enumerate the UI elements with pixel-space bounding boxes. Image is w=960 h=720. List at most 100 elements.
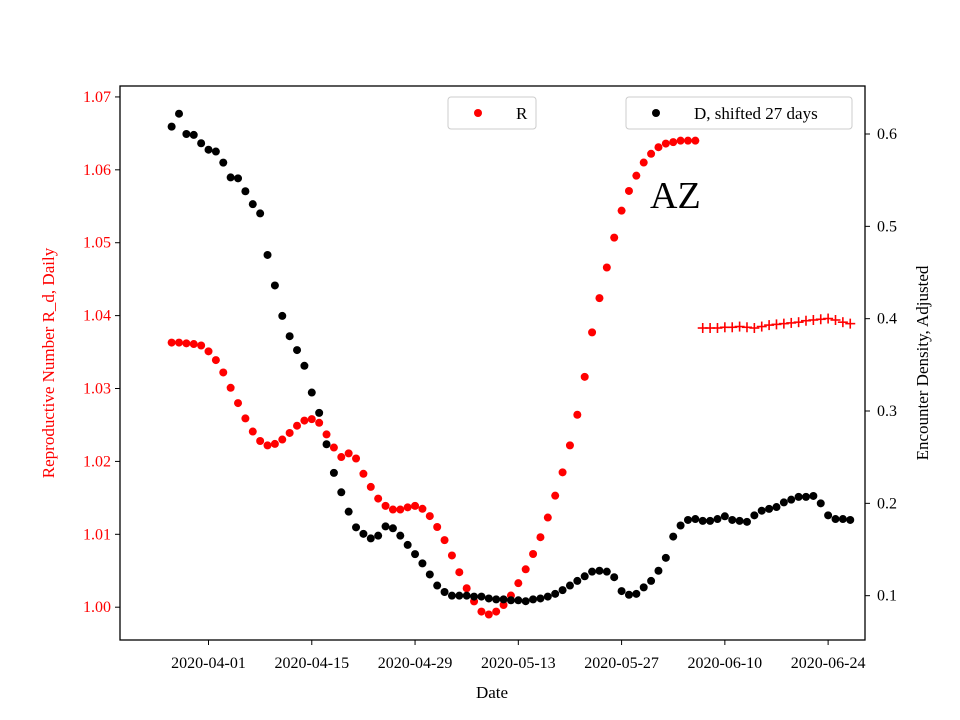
- data-point: [366, 482, 375, 491]
- y-axis-right: 0.1 0.2 0.3 0.4 0.5 0.6: [865, 126, 897, 605]
- data-point: [654, 566, 663, 575]
- data-point: [440, 587, 449, 596]
- data-point: [270, 439, 279, 448]
- series-r-forecast: [697, 313, 856, 334]
- data-point: [388, 505, 397, 514]
- data-point: [639, 158, 648, 167]
- data-point: [278, 311, 287, 320]
- data-point: [447, 591, 456, 600]
- data-point: [248, 427, 257, 436]
- y-left-tick-label: 1.05: [83, 235, 111, 252]
- data-point: [492, 607, 501, 616]
- data-point: [447, 551, 456, 560]
- data-point: [794, 492, 803, 501]
- data-point: [189, 340, 198, 349]
- data-point: [366, 534, 375, 543]
- y-axis-left-label: Reproductive Number R_d, Daily: [39, 247, 58, 478]
- data-point: [661, 553, 670, 562]
- data-point: [772, 503, 781, 512]
- data-point: [204, 347, 213, 356]
- data-point: [322, 440, 331, 449]
- data-point: [477, 592, 486, 601]
- data-point: [757, 506, 766, 515]
- data-point: [440, 536, 449, 545]
- data-point: [728, 515, 737, 524]
- data-point: [706, 516, 715, 525]
- data-point: [831, 515, 840, 524]
- data-point: [167, 122, 176, 131]
- data-point: [573, 576, 582, 585]
- data-point: [425, 512, 434, 521]
- data-point: [182, 130, 191, 139]
- data-point: [580, 572, 589, 581]
- data-point: [182, 339, 191, 348]
- data-point: [329, 468, 338, 477]
- data-point: [514, 579, 523, 588]
- data-point: [595, 566, 604, 575]
- data-point-plus: [830, 314, 841, 325]
- data-point: [529, 549, 538, 558]
- data-point: [477, 607, 486, 616]
- y-right-tick-label: 0.4: [877, 311, 897, 328]
- data-point: [720, 512, 729, 521]
- data-point: [654, 143, 663, 152]
- data-point: [617, 206, 626, 215]
- data-point: [315, 418, 324, 427]
- data-point: [359, 469, 368, 478]
- legend-label: R: [516, 104, 528, 123]
- data-point: [381, 501, 390, 510]
- x-tick-label: 2020-06-10: [688, 655, 763, 672]
- data-point: [580, 372, 589, 381]
- data-point-plus: [837, 317, 848, 328]
- data-point: [588, 328, 597, 337]
- data-point: [558, 586, 567, 595]
- data-point: [735, 516, 744, 525]
- y-axis-left: 1.00 1.01 1.02 1.03 1.04 1.05 1.06 1.07: [83, 89, 120, 616]
- series-layer: [167, 109, 856, 619]
- legend-box: [447, 96, 537, 130]
- data-point: [300, 361, 309, 370]
- data-point: [307, 388, 316, 397]
- data-point: [846, 515, 855, 524]
- data-point: [521, 565, 530, 574]
- data-point: [551, 491, 560, 500]
- data-point: [647, 149, 656, 158]
- data-point: [602, 263, 611, 272]
- data-point: [270, 281, 279, 290]
- y-right-tick-label: 0.1: [877, 588, 897, 605]
- data-point: [573, 410, 582, 419]
- data-point-plus: [756, 321, 767, 332]
- data-point: [484, 610, 493, 619]
- data-point: [256, 209, 265, 218]
- y-left-tick-label: 1.04: [83, 308, 111, 325]
- data-point: [211, 356, 220, 365]
- data-point-plus: [823, 313, 834, 324]
- data-point: [189, 130, 198, 139]
- data-point: [543, 513, 552, 522]
- data-point: [617, 587, 626, 596]
- data-point: [211, 147, 220, 156]
- data-point: [411, 550, 420, 559]
- x-tick-label: 2020-06-24: [791, 655, 866, 672]
- legend-box: [625, 96, 853, 130]
- data-point: [256, 436, 265, 445]
- x-tick-label: 2020-04-15: [274, 655, 349, 672]
- data-point-plus: [845, 318, 856, 329]
- data-point: [529, 595, 538, 604]
- data-point-plus: [749, 323, 760, 334]
- data-point: [624, 590, 633, 599]
- data-point: [307, 415, 316, 424]
- data-point: [506, 596, 515, 605]
- data-point: [499, 601, 508, 610]
- data-point: [602, 567, 611, 576]
- data-point: [322, 430, 331, 439]
- data-point: [234, 399, 243, 408]
- data-point: [241, 414, 250, 423]
- data-point: [403, 540, 412, 549]
- x-axis-label: Date: [476, 683, 508, 702]
- data-point: [779, 498, 788, 507]
- data-point: [669, 138, 678, 147]
- data-point: [816, 499, 825, 508]
- data-point: [425, 570, 434, 579]
